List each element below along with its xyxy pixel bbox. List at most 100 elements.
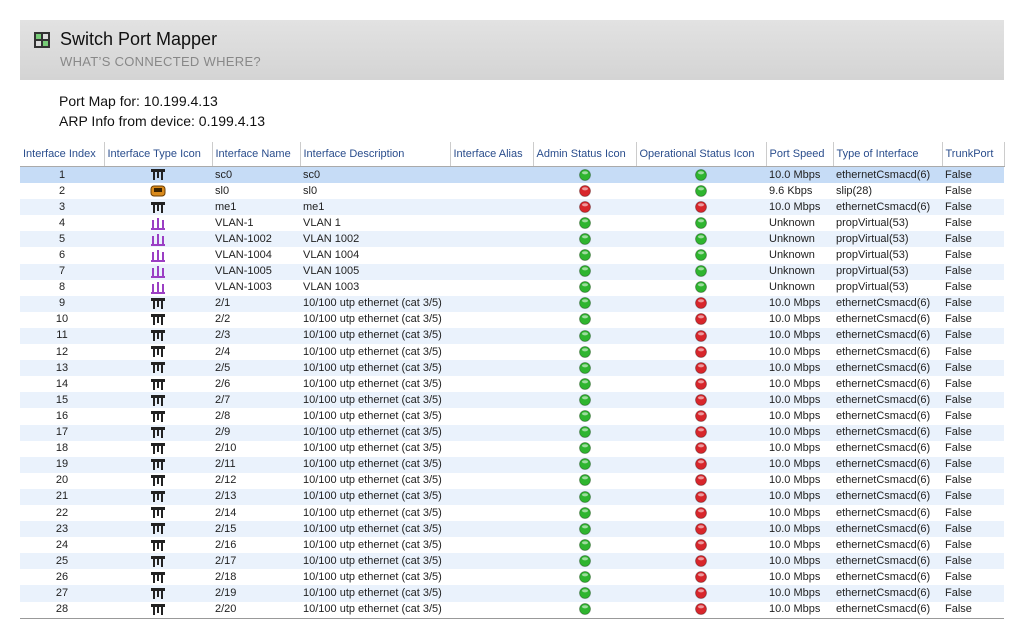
interface-name: 2/13 [212, 488, 300, 505]
column-header[interactable]: Interface Alias [450, 142, 534, 167]
column-header[interactable]: Operational Status Icon [636, 142, 767, 167]
interface-index: 22 [55, 506, 69, 519]
status-dot [578, 184, 591, 197]
trunk-port: False [945, 538, 972, 551]
table-row[interactable]: 4 VLAN-1 VLAN 1 Unknown propVirtual(53) False [20, 215, 1004, 231]
table-row[interactable]: 9 2/1 10/100 utp ethernet (cat 3/5) 10.0 Mb… [20, 295, 1004, 312]
table-row[interactable]: 16 2/8 10/100 utp ethernet (cat 3/5) 10.0 M… [20, 408, 1004, 424]
type-icon [150, 185, 166, 197]
admin-status [533, 537, 636, 553]
status-icon [695, 200, 707, 213]
column-header[interactable]: Type of Interface [833, 142, 943, 167]
table-row[interactable]: 6 VLAN-1004 VLAN 1004 Unknown propVirtual(53… [20, 247, 1004, 263]
interface-alias [450, 537, 533, 553]
trunk-port: False [942, 199, 1004, 216]
status-icon [578, 554, 591, 567]
table-row[interactable]: 1 sc0 sc0 10.0 Mbps ethernetCsmacd(6) False [20, 166, 1004, 184]
status-icon [578, 297, 591, 310]
status-dot [578, 426, 591, 439]
column-header[interactable]: Interface Index [20, 142, 105, 167]
interface-description: sc0 [300, 166, 450, 184]
status-shine [581, 540, 588, 545]
table-row[interactable]: 20 2/12 10/100 utp ethernet (cat 3/5) 10.0 … [20, 473, 1004, 489]
table-row[interactable]: 5 VLAN-1002 VLAN 1002 Unknown propVirtual(53… [20, 231, 1004, 248]
status-icon [578, 281, 591, 294]
interface-index: 7 [20, 263, 104, 280]
type-icon [151, 169, 165, 181]
table-row[interactable]: 12 2/4 10/100 utp ethernet (cat 3/5) 10.0 M… [20, 344, 1004, 360]
interface-description: 10/100 utp ethernet (cat 3/5) [300, 521, 450, 538]
operational-status [636, 327, 766, 345]
column-header[interactable]: Interface Name [212, 142, 301, 167]
table-row[interactable]: 27 2/19 10/100 utp ethernet (cat 3/5) 10.0 … [20, 585, 1004, 602]
table-row[interactable]: 8 VLAN-1003 VLAN 1003 Unknown propVirtual(53… [20, 280, 1004, 296]
status-icon [578, 410, 591, 423]
status-icon [695, 233, 707, 246]
status-shine [581, 508, 588, 513]
interface-index: 4 [58, 216, 66, 229]
ethernet-glyph [151, 475, 165, 487]
type-icon [151, 378, 165, 390]
interface-description: VLAN 1004 [303, 249, 360, 262]
column-header[interactable]: Interface Description [300, 142, 451, 167]
table-row[interactable]: 21 2/13 10/100 utp ethernet (cat 3/5) 10.0 … [20, 488, 1004, 505]
column-header[interactable]: Interface Type Icon [104, 142, 213, 167]
port-speed: 10.0 Mbps [769, 538, 821, 551]
status-shine [581, 557, 588, 561]
status-dot [578, 458, 591, 471]
port-speed: 10.0 Mbps [769, 506, 821, 519]
status-icon [695, 249, 707, 262]
table-row[interactable]: 14 2/6 10/100 utp ethernet (cat 3/5) 10.0 M… [20, 376, 1004, 392]
interface-alias [450, 344, 533, 360]
status-shine [698, 524, 704, 529]
ethernet-glyph [151, 571, 165, 583]
port-speed: 10.0 Mbps [769, 570, 821, 583]
interface-index: 13 [20, 360, 104, 377]
table-row[interactable]: 19 2/11 10/100 utp ethernet (cat 3/5) 10.0 … [20, 456, 1004, 473]
table-row[interactable]: 17 2/9 10/100 utp ethernet (cat 3/5) 10.0 M… [20, 424, 1004, 441]
interface-index: 5 [20, 231, 104, 248]
port-speed: 10.0 Mbps [769, 603, 821, 616]
table-row[interactable]: 25 2/17 10/100 utp ethernet (cat 3/5) 10.0 … [20, 553, 1004, 570]
table-row[interactable]: 28 2/20 10/100 utp ethernet (cat 3/5) 10.0 … [20, 602, 1004, 619]
trunk-port: False [942, 553, 1004, 570]
table-row[interactable]: 15 2/7 10/100 utp ethernet (cat 3/5) 10.0 M… [20, 392, 1004, 409]
operational-status [636, 456, 766, 473]
admin-status [533, 166, 636, 184]
table-row[interactable]: 23 2/15 10/100 utp ethernet (cat 3/5) 10.0 … [20, 521, 1004, 538]
status-icon [695, 281, 707, 294]
table-row[interactable]: 10 2/2 10/100 utp ethernet (cat 3/5) 10.0 M… [20, 312, 1004, 328]
table-row[interactable]: 24 2/16 10/100 utp ethernet (cat 3/5) 10.0 … [20, 537, 1004, 553]
table-row[interactable]: 22 2/14 10/100 utp ethernet (cat 3/5) 10.0 … [20, 505, 1004, 521]
column-header[interactable]: Admin Status Icon [533, 142, 637, 167]
ethernet-glyph [151, 410, 165, 422]
table-row[interactable]: 11 2/3 10/100 utp ethernet (cat 3/5) 10.0 M… [20, 327, 1004, 345]
operational-status [636, 166, 766, 184]
interface-type-icon [104, 392, 212, 409]
interface-type: ethernetCsmacd(6) [833, 521, 942, 538]
column-header[interactable]: Port Speed [766, 142, 834, 167]
type-icon [151, 330, 165, 342]
table-row[interactable]: 13 2/5 10/100 utp ethernet (cat 3/5) 10.0 M… [20, 360, 1004, 377]
table-body: 1 sc0 sc0 10.0 Mbps ethernetCsmacd(6) False 2 s… [20, 166, 1004, 619]
status-dot [695, 458, 707, 471]
type-icon [151, 587, 165, 599]
status-icon [578, 233, 591, 246]
port-speed: Unknown [766, 263, 833, 280]
admin-status [533, 360, 636, 377]
table-row[interactable]: 26 2/18 10/100 utp ethernet (cat 3/5) 10.0 … [20, 569, 1004, 585]
status-shine [698, 589, 704, 593]
interface-type: ethernetCsmacd(6) [836, 313, 931, 326]
interface-type: ethernetCsmacd(6) [833, 456, 942, 473]
status-icon [695, 168, 707, 181]
interface-type-icon [104, 295, 212, 312]
table-row[interactable]: 2 sl0 sl0 9.6 Kbps slip(28) False [20, 183, 1004, 199]
slip-screen [154, 188, 162, 193]
status-shine [581, 251, 588, 255]
interface-alias [450, 199, 533, 216]
table-row[interactable]: 3 me1 me1 10.0 Mbps ethernetCsmacd(6) False [20, 199, 1004, 216]
column-header[interactable]: TrunkPort [942, 142, 1005, 167]
interface-name: 2/8 [215, 409, 231, 422]
table-row[interactable]: 18 2/10 10/100 utp ethernet (cat 3/5) 10.0 … [20, 441, 1004, 457]
table-row[interactable]: 7 VLAN-1005 VLAN 1005 Unknown propVirtual(53… [20, 263, 1004, 280]
